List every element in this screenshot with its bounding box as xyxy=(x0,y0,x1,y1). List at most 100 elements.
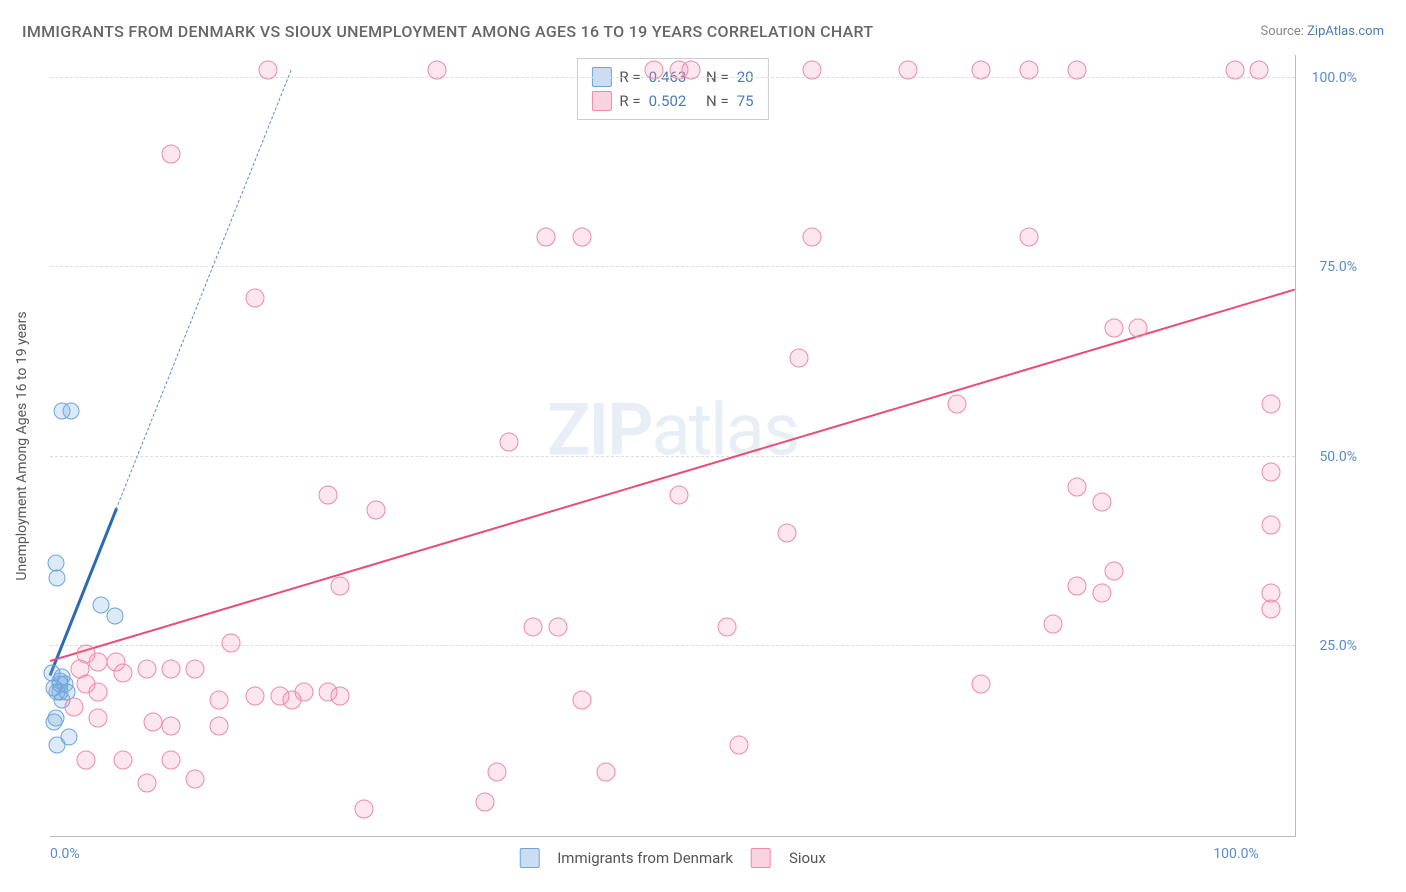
data-point xyxy=(331,576,350,595)
data-point xyxy=(717,618,736,637)
data-point xyxy=(367,500,386,519)
data-point xyxy=(488,762,507,781)
data-point xyxy=(947,394,966,413)
data-point xyxy=(1261,599,1280,618)
scatter-plot: ZIPatlas R = 0.463 N = 20 R = 0.502 N = … xyxy=(50,55,1296,837)
ytick-label: 25.0% xyxy=(1319,638,1357,654)
n-value-pink: 75 xyxy=(737,89,754,113)
data-point xyxy=(729,736,748,755)
data-point xyxy=(572,690,591,709)
swatch-pink-icon xyxy=(591,91,611,111)
data-point xyxy=(1068,478,1087,497)
data-point xyxy=(258,61,277,80)
data-point xyxy=(1020,227,1039,246)
data-point xyxy=(161,660,180,679)
data-point xyxy=(1261,394,1280,413)
data-point xyxy=(669,485,688,504)
data-point xyxy=(89,652,108,671)
data-point xyxy=(1092,493,1111,512)
r-label: R = xyxy=(619,89,640,113)
data-point xyxy=(137,773,156,792)
data-point xyxy=(107,608,124,625)
gridline xyxy=(50,456,1295,457)
ytick-label: 100.0% xyxy=(1312,70,1357,86)
data-point xyxy=(790,349,809,368)
y-axis-label: Unemployment Among Ages 16 to 19 years xyxy=(14,311,30,580)
data-point xyxy=(971,61,990,80)
data-point xyxy=(319,485,338,504)
xtick-label: 100.0% xyxy=(1213,846,1258,862)
chart-title: IMMIGRANTS FROM DENMARK VS SIOUX UNEMPLO… xyxy=(22,22,873,41)
data-point xyxy=(161,144,180,163)
data-point xyxy=(1044,614,1063,633)
data-point xyxy=(802,227,821,246)
data-point xyxy=(802,61,821,80)
legend-label-blue: Immigrants from Denmark xyxy=(557,849,733,867)
data-point xyxy=(113,751,132,770)
data-point xyxy=(222,633,241,652)
data-point xyxy=(161,717,180,736)
data-point xyxy=(161,751,180,770)
data-point xyxy=(77,751,96,770)
gridline xyxy=(50,266,1295,267)
data-point xyxy=(971,675,990,694)
trendline xyxy=(116,69,292,509)
data-point xyxy=(62,403,79,420)
data-point xyxy=(536,227,555,246)
data-point xyxy=(476,792,495,811)
data-point xyxy=(1261,516,1280,535)
source-credit: Source: ZipAtlas.com xyxy=(1260,24,1384,39)
data-point xyxy=(113,663,132,682)
data-point xyxy=(645,61,664,80)
data-point xyxy=(294,682,313,701)
data-point xyxy=(681,61,700,80)
data-point xyxy=(49,570,66,587)
data-point xyxy=(210,717,229,736)
data-point xyxy=(778,523,797,542)
data-point xyxy=(137,660,156,679)
data-point xyxy=(1104,318,1123,337)
data-point xyxy=(143,713,162,732)
data-point xyxy=(92,596,109,613)
data-point xyxy=(1261,463,1280,482)
data-point xyxy=(1249,61,1268,80)
watermark-bold: ZIP xyxy=(547,387,651,472)
data-point xyxy=(548,618,567,637)
data-point xyxy=(49,737,66,754)
data-point xyxy=(210,690,229,709)
data-point xyxy=(186,660,205,679)
series-legend: Immigrants from Denmark Sioux xyxy=(519,848,826,868)
data-point xyxy=(246,288,265,307)
data-point xyxy=(331,686,350,705)
ytick-label: 50.0% xyxy=(1319,449,1357,465)
data-point xyxy=(500,432,519,451)
source-prefix: Source: xyxy=(1260,24,1307,39)
data-point xyxy=(355,800,374,819)
ytick-label: 75.0% xyxy=(1319,259,1357,275)
data-point xyxy=(89,709,108,728)
swatch-pink-icon xyxy=(751,848,771,868)
data-point xyxy=(1020,61,1039,80)
source-link[interactable]: ZipAtlas.com xyxy=(1307,24,1384,39)
data-point xyxy=(899,61,918,80)
data-point xyxy=(427,61,446,80)
data-point xyxy=(1092,584,1111,603)
watermark: ZIPatlas xyxy=(547,387,798,472)
data-point xyxy=(89,682,108,701)
data-point xyxy=(45,680,62,697)
data-point xyxy=(270,686,289,705)
data-point xyxy=(65,698,84,717)
data-point xyxy=(45,714,62,731)
data-point xyxy=(1128,318,1147,337)
data-point xyxy=(186,770,205,789)
data-point xyxy=(597,762,616,781)
data-point xyxy=(572,227,591,246)
data-point xyxy=(1104,561,1123,580)
data-point xyxy=(1068,576,1087,595)
n-label: N = xyxy=(706,89,729,113)
legend-row-pink: R = 0.502 N = 75 xyxy=(591,89,753,113)
swatch-blue-icon xyxy=(519,848,539,868)
data-point xyxy=(246,686,265,705)
xtick-label: 0.0% xyxy=(50,846,80,862)
data-point xyxy=(524,618,543,637)
